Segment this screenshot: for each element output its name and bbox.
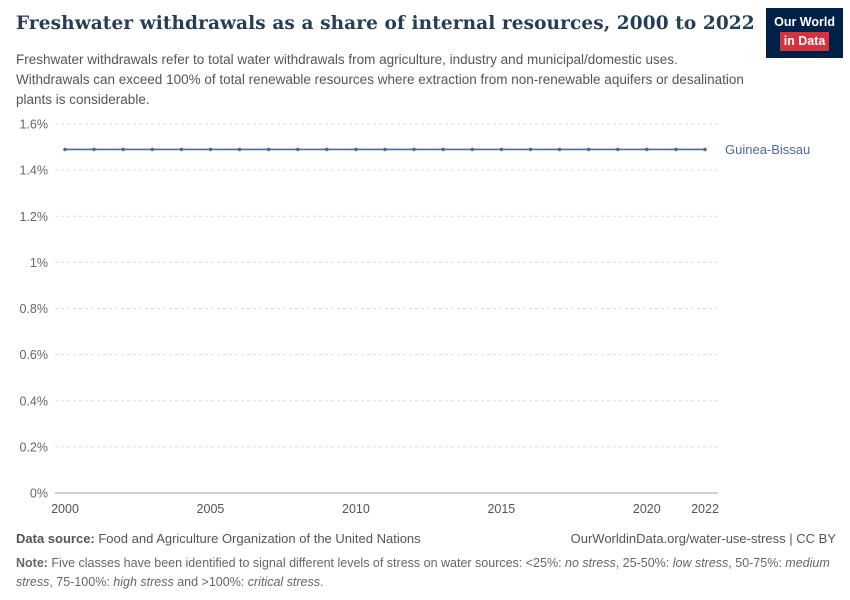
note-text: Five classes have been identified to sig… [16, 556, 830, 589]
owid-logo-line1: Our World [774, 15, 835, 29]
x-axis-tick-labels: 2000 2005 2010 2015 2020 2022 [51, 502, 719, 516]
svg-text:0.2%: 0.2% [20, 440, 49, 454]
series-label-guinea-bissau: Guinea-Bissau [725, 142, 810, 157]
svg-text:2020: 2020 [633, 502, 661, 516]
svg-text:2005: 2005 [197, 502, 225, 516]
y-gridlines [55, 123, 718, 494]
source-row: Data source: Food and Agriculture Organi… [16, 531, 836, 546]
chart-note: Note: Five classes have been identified … [16, 554, 836, 592]
svg-text:1.4%: 1.4% [20, 164, 49, 178]
chart-footer: Data source: Food and Agriculture Organi… [16, 531, 836, 592]
series-points [63, 147, 707, 152]
svg-text:2022: 2022 [691, 502, 719, 516]
svg-text:0.6%: 0.6% [20, 348, 49, 362]
series-end-labels: Guinea-Bissau [725, 142, 810, 157]
y-axis-tick-labels: 0% 0.2% 0.4% 0.6% 0.8% 1% 1.2% 1.4% 1.6% [20, 118, 49, 501]
svg-text:2010: 2010 [342, 502, 370, 516]
svg-text:0.8%: 0.8% [20, 302, 49, 316]
page-title: Freshwater withdrawals as a share of int… [16, 13, 755, 34]
note-label: Note: [16, 556, 48, 570]
svg-text:1%: 1% [30, 256, 48, 270]
svg-text:2015: 2015 [487, 502, 515, 516]
owid-logo-line2: in Data [779, 32, 830, 51]
svg-text:1.2%: 1.2% [20, 210, 49, 224]
chart-subtitle: Freshwater withdrawals refer to total wa… [16, 52, 744, 107]
data-source-label: Data source: [16, 531, 95, 546]
data-source-text: Food and Agriculture Organization of the… [94, 531, 421, 546]
svg-text:1.6%: 1.6% [20, 118, 49, 132]
data-source: Data source: Food and Agriculture Organi… [16, 531, 421, 546]
owid-logo[interactable]: Our World in Data [766, 8, 843, 58]
svg-text:0.4%: 0.4% [20, 394, 49, 408]
owid-url-link[interactable]: OurWorldinData.org/water-use-stress | CC… [570, 531, 836, 546]
svg-text:2000: 2000 [51, 502, 79, 516]
svg-text:0%: 0% [30, 487, 48, 501]
line-chart-canvas: 0% 0.2% 0.4% 0.6% 0.8% 1% 1.2% 1.4% 1.6% 2000 2005… [20, 118, 811, 517]
